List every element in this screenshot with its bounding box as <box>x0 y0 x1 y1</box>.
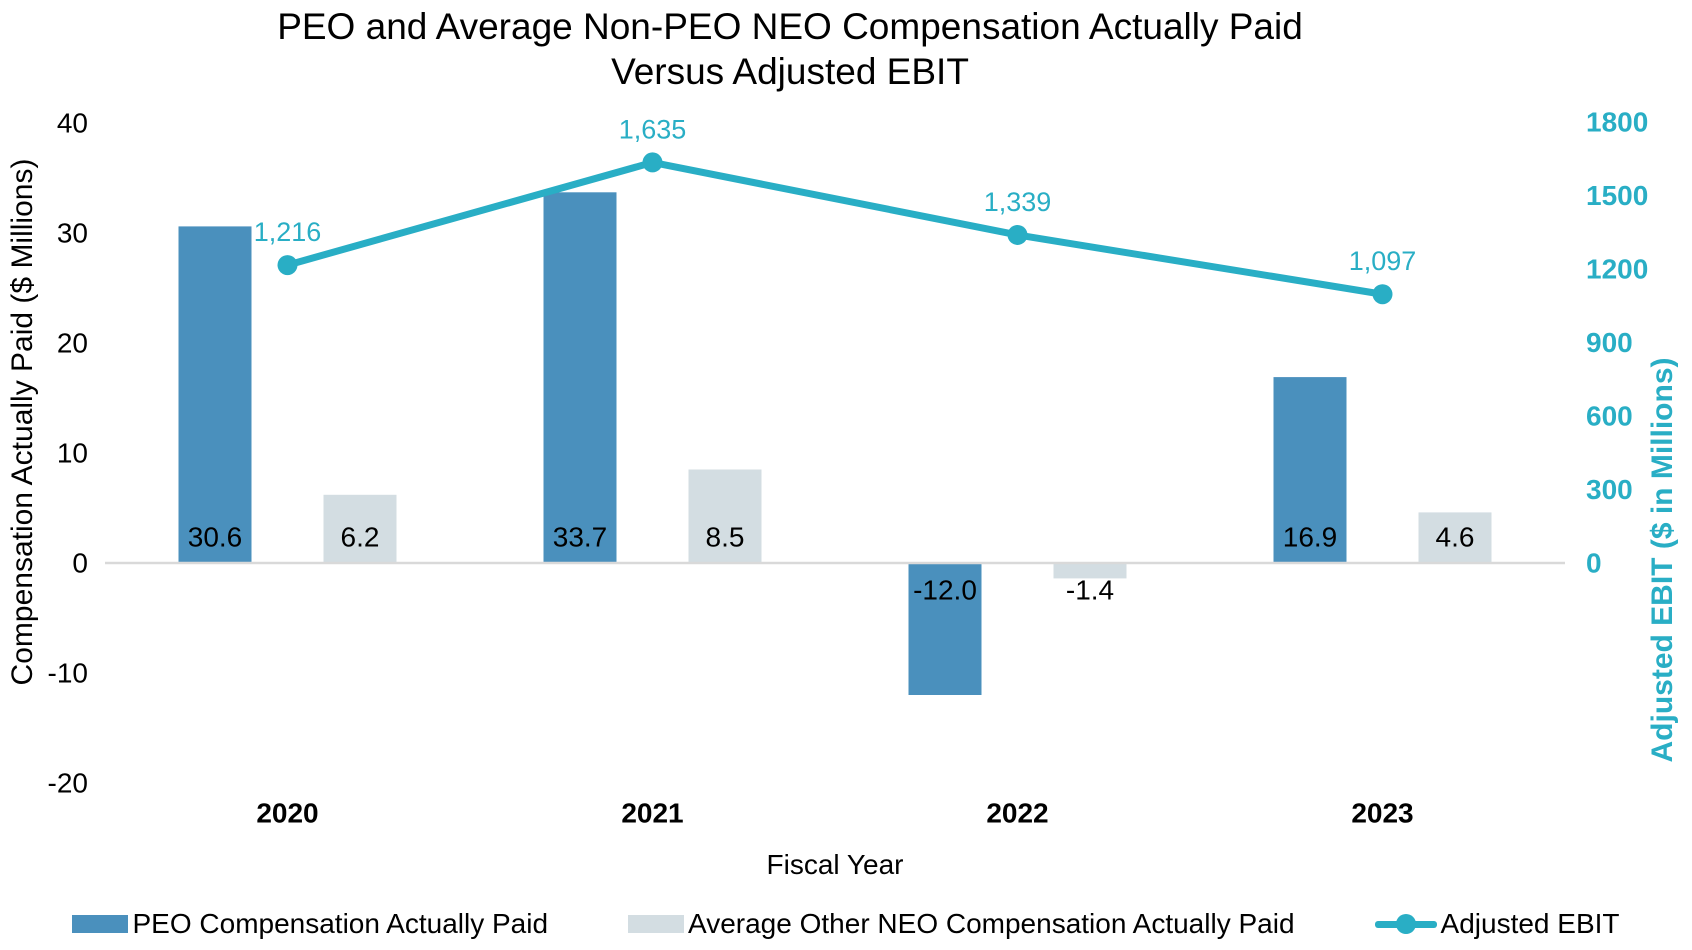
bar-neo-2023 <box>1418 512 1492 563</box>
legend-swatch-bar <box>72 915 129 933</box>
legend-swatch-line <box>1374 913 1437 935</box>
bar-label-2021: 33.7 <box>553 522 608 553</box>
ebit-marker-2020 <box>277 255 298 276</box>
left-axis-tick--10: -10 <box>48 658 88 689</box>
right-axis-tick-1800: 1800 <box>1586 107 1648 138</box>
legend-label: Average Other NEO Compensation Actually … <box>688 908 1295 939</box>
bar-label-2022: -12.0 <box>913 575 977 606</box>
bar-neo-2020 <box>323 494 397 563</box>
ebit-label-2020: 1,216 <box>254 217 322 247</box>
legend-line-marker <box>1395 914 1416 934</box>
legend-label: Adjusted EBIT <box>1440 908 1620 939</box>
right-axis-tick-1500: 1500 <box>1586 180 1648 211</box>
left-axis-tick-30: 30 <box>57 218 88 249</box>
legend-label: PEO Compensation Actually Paid <box>132 908 549 939</box>
bar-label-2023: 4.6 <box>1436 522 1475 553</box>
legend-item-peo: PEO Compensation Actually Paid <box>72 908 548 940</box>
right-axis-title: Adjusted EBIT ($ in Millions) <box>1646 358 1679 763</box>
left-axis-tick-20: 20 <box>57 328 88 359</box>
left-axis-tick-40: 40 <box>57 108 88 139</box>
right-axis-tick-300: 300 <box>1586 474 1633 505</box>
x-axis-tick-2021: 2021 <box>621 798 683 829</box>
legend-item-neo: Average Other NEO Compensation Actually … <box>628 908 1295 940</box>
right-axis-tick-900: 900 <box>1586 327 1633 358</box>
legend-swatch-bar <box>628 915 685 933</box>
bar-label-2021: 8.5 <box>706 522 745 553</box>
chart-title: PEO and Average Non-PEO NEO Compensation… <box>277 6 1303 92</box>
bar-peo-2022 <box>908 563 982 695</box>
ebit-label-2022: 1,339 <box>984 187 1052 217</box>
bar-peo-2020 <box>178 226 252 563</box>
ebit-marker-2023 <box>1372 284 1393 305</box>
left-axis-tick-10: 10 <box>57 438 88 469</box>
left-axis-tick--20: -20 <box>48 768 88 799</box>
ebit-marker-2021 <box>642 152 663 173</box>
left-axis-tick-0: 0 <box>72 548 88 579</box>
ebit-marker-2022 <box>1007 224 1028 245</box>
bar-peo-2023 <box>1273 377 1347 563</box>
legend-item-ebit: Adjusted EBIT <box>1374 908 1620 940</box>
ebit-label-2023: 1,097 <box>1349 246 1417 276</box>
left-axis-title: Compensation Actually Paid ($ Millions) <box>6 159 39 686</box>
x-axis-tick-2020: 2020 <box>256 798 318 829</box>
ebit-label-2021: 1,635 <box>619 114 687 144</box>
bar-label-2022: -1.4 <box>1066 575 1114 606</box>
x-axis-tick-2023: 2023 <box>1351 798 1413 829</box>
x-axis-title: Fiscal Year <box>766 849 904 880</box>
bar-label-2020: 30.6 <box>188 522 243 553</box>
x-axis-tick-2022: 2022 <box>986 798 1048 829</box>
right-axis-tick-1200: 1200 <box>1586 254 1648 285</box>
bar-label-2020: 6.2 <box>341 522 380 553</box>
legend: PEO Compensation Actually Paid Average Ot… <box>0 908 1692 940</box>
right-axis-tick-600: 600 <box>1586 401 1633 432</box>
bar-neo-2021 <box>688 469 762 563</box>
bar-peo-2021 <box>543 192 617 564</box>
bar-label-2023: 16.9 <box>1283 522 1338 553</box>
right-axis-tick-0: 0 <box>1586 548 1602 579</box>
ebit-line <box>284 158 1386 298</box>
bar-neo-2022 <box>1053 563 1127 579</box>
